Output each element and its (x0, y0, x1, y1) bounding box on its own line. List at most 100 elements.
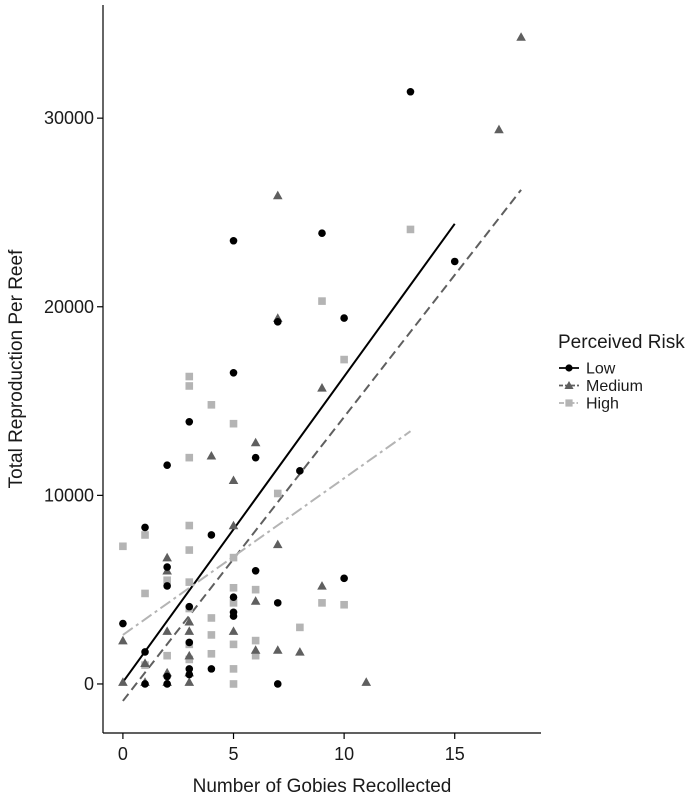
y-tick-label: 30000 (44, 108, 94, 128)
legend-item-high: High (559, 396, 619, 413)
point-high (185, 372, 194, 381)
point-medium (118, 677, 128, 686)
point-low (406, 87, 415, 96)
point-low (450, 257, 459, 266)
point-medium (184, 677, 195, 686)
point-high (185, 578, 194, 586)
legend-marker-medium (564, 380, 574, 390)
point-high (185, 521, 194, 530)
point-low (340, 314, 348, 322)
point-high (406, 225, 415, 234)
legend-item-low: Low (559, 361, 616, 378)
x-tick-label: 5 (229, 744, 239, 764)
point-high (229, 583, 238, 592)
trend-line-medium (122, 189, 522, 702)
point-low (273, 318, 282, 326)
point-low (340, 574, 348, 583)
point-high (318, 297, 326, 305)
points-high (119, 225, 415, 688)
point-low (251, 567, 260, 575)
point-medium (295, 647, 305, 656)
point-low (185, 665, 194, 673)
point-low (229, 368, 238, 377)
point-low (229, 612, 238, 620)
point-medium (317, 581, 327, 590)
point-high (119, 542, 127, 551)
data-points (118, 32, 526, 688)
point-medium (272, 539, 283, 549)
y-tick-label: 20000 (44, 297, 94, 317)
point-high (273, 489, 282, 498)
point-medium (184, 626, 195, 635)
point-high (296, 623, 304, 632)
point-high (251, 651, 260, 660)
point-medium (184, 616, 195, 626)
point-high (207, 631, 216, 639)
point-low (273, 599, 282, 607)
point-low (273, 680, 282, 688)
point-high (251, 636, 260, 645)
point-high (185, 382, 194, 390)
point-low (296, 467, 304, 475)
point-high (207, 401, 216, 409)
point-medium (184, 650, 195, 660)
x-axis-title: Number of Gobies Recollected (193, 776, 452, 797)
point-medium (228, 520, 239, 530)
point-low (185, 670, 194, 679)
point-medium (140, 658, 150, 667)
point-low (163, 672, 171, 681)
point-high (207, 649, 216, 658)
point-medium (162, 552, 172, 562)
points-low (119, 87, 459, 688)
point-low (163, 563, 171, 571)
point-high (207, 614, 216, 622)
point-low (185, 418, 194, 426)
point-low (163, 461, 171, 469)
point-high (229, 599, 238, 607)
point-low (251, 453, 260, 462)
point-high (185, 546, 194, 554)
point-high (185, 655, 194, 664)
point-high (163, 576, 171, 585)
point-medium (250, 437, 261, 447)
point-low (185, 638, 194, 647)
point-low (119, 619, 127, 628)
legend-label-medium: Medium (586, 378, 643, 395)
point-high (251, 585, 260, 594)
point-low (185, 602, 194, 611)
point-medium (228, 475, 239, 485)
point-medium (162, 626, 172, 635)
point-high (185, 453, 194, 462)
point-high (340, 355, 348, 364)
point-medium (250, 596, 261, 605)
y-axis-ticks: 0 10000 20000 30000 (44, 108, 103, 694)
point-medium (516, 32, 526, 41)
point-low (141, 648, 149, 656)
point-high (163, 651, 171, 660)
point-medium (494, 124, 504, 134)
point-high (229, 640, 238, 649)
trend-lines (122, 189, 522, 702)
x-tick-label: 15 (445, 744, 465, 764)
points-medium (118, 32, 526, 686)
point-medium (250, 645, 261, 654)
y-tick-label: 10000 (44, 485, 94, 505)
legend-label-low: Low (586, 361, 616, 378)
point-medium (228, 626, 239, 635)
legend-title: Perceived Risk (558, 332, 685, 353)
point-high (229, 665, 238, 673)
point-high (229, 553, 238, 562)
x-tick-label: 0 (118, 744, 128, 764)
point-medium (361, 677, 372, 686)
point-medium (118, 635, 128, 645)
point-medium (272, 190, 283, 200)
point-low (207, 665, 216, 673)
trend-line-low (122, 223, 456, 683)
legend-marker-high (565, 399, 573, 407)
point-high (141, 531, 149, 539)
point-high (229, 680, 238, 688)
point-high (141, 589, 149, 598)
x-tick-label: 10 (334, 744, 354, 764)
